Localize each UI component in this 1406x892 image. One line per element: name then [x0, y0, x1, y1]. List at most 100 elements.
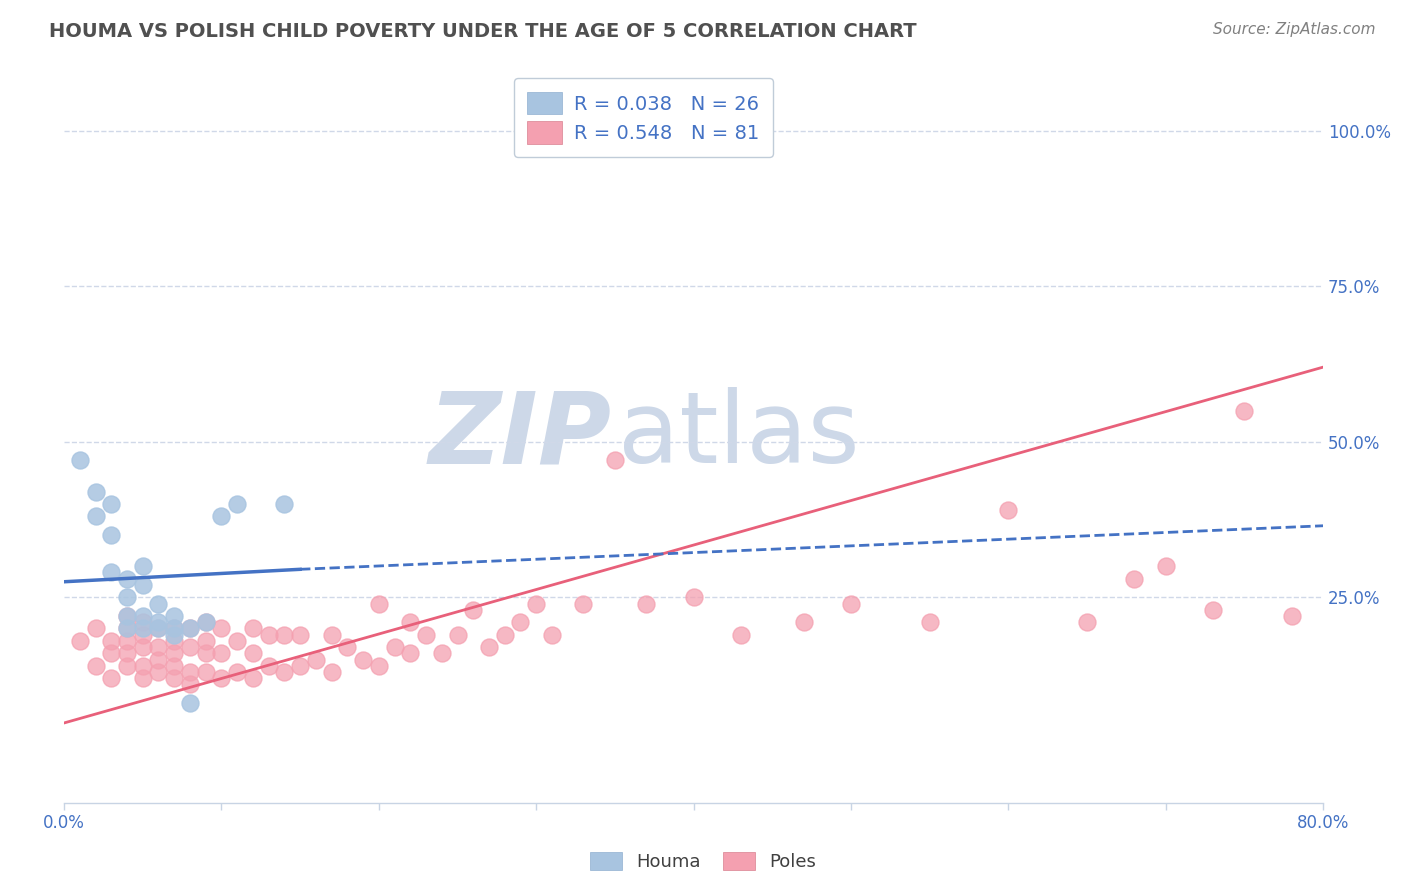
- Point: [1123, 572, 1146, 586]
- Point: [100, 566, 122, 580]
- Point: [194, 615, 217, 630]
- Point: [69, 633, 91, 648]
- Point: [336, 640, 359, 654]
- Point: [209, 646, 232, 660]
- Point: [793, 615, 815, 630]
- Point: [179, 640, 201, 654]
- Point: [997, 503, 1019, 517]
- Point: [115, 646, 138, 660]
- Point: [682, 591, 704, 605]
- Point: [367, 658, 389, 673]
- Point: [100, 646, 122, 660]
- Point: [1281, 609, 1303, 624]
- Point: [115, 591, 138, 605]
- Point: [321, 627, 343, 641]
- Point: [636, 597, 658, 611]
- Point: [179, 665, 201, 679]
- Point: [288, 627, 311, 641]
- Point: [194, 633, 217, 648]
- Point: [209, 671, 232, 685]
- Point: [226, 665, 249, 679]
- Text: HOUMA VS POLISH CHILD POVERTY UNDER THE AGE OF 5 CORRELATION CHART: HOUMA VS POLISH CHILD POVERTY UNDER THE …: [49, 22, 917, 41]
- Point: [399, 646, 422, 660]
- Point: [399, 615, 422, 630]
- Point: [132, 621, 155, 635]
- Point: [257, 627, 280, 641]
- Point: [209, 621, 232, 635]
- Point: [226, 497, 249, 511]
- Point: [226, 633, 249, 648]
- Point: [257, 658, 280, 673]
- Point: [242, 671, 264, 685]
- Point: [194, 646, 217, 660]
- Point: [148, 652, 170, 666]
- Point: [100, 633, 122, 648]
- Point: [242, 621, 264, 635]
- Point: [572, 597, 595, 611]
- Point: [273, 665, 295, 679]
- Point: [288, 658, 311, 673]
- Point: [115, 633, 138, 648]
- Point: [446, 627, 468, 641]
- Point: [100, 497, 122, 511]
- Text: ZIP: ZIP: [429, 387, 612, 484]
- Point: [163, 621, 186, 635]
- Point: [100, 671, 122, 685]
- Point: [148, 621, 170, 635]
- Point: [1076, 615, 1098, 630]
- Point: [163, 646, 186, 660]
- Point: [148, 640, 170, 654]
- Point: [132, 578, 155, 592]
- Point: [321, 665, 343, 679]
- Point: [148, 615, 170, 630]
- Point: [132, 658, 155, 673]
- Point: [84, 658, 107, 673]
- Point: [273, 627, 295, 641]
- Point: [69, 453, 91, 467]
- Point: [100, 528, 122, 542]
- Point: [352, 652, 374, 666]
- Point: [494, 627, 516, 641]
- Point: [603, 453, 626, 467]
- Point: [148, 621, 170, 635]
- Point: [430, 646, 453, 660]
- Point: [1154, 559, 1177, 574]
- Point: [1202, 603, 1225, 617]
- Point: [132, 559, 155, 574]
- Point: [163, 671, 186, 685]
- Point: [84, 621, 107, 635]
- Point: [463, 603, 485, 617]
- Point: [478, 640, 501, 654]
- Point: [163, 633, 186, 648]
- Point: [163, 609, 186, 624]
- Point: [839, 597, 862, 611]
- Point: [541, 627, 564, 641]
- Point: [115, 658, 138, 673]
- Point: [179, 621, 201, 635]
- Point: [918, 615, 941, 630]
- Point: [115, 621, 138, 635]
- Point: [132, 640, 155, 654]
- Point: [84, 509, 107, 524]
- Point: [194, 665, 217, 679]
- Point: [1233, 403, 1256, 417]
- Point: [163, 627, 186, 641]
- Legend: Houma, Poles: Houma, Poles: [582, 845, 824, 879]
- Point: [384, 640, 406, 654]
- Point: [132, 627, 155, 641]
- Point: [367, 597, 389, 611]
- Point: [273, 497, 295, 511]
- Point: [163, 621, 186, 635]
- Legend: R = 0.038   N = 26, R = 0.548   N = 81: R = 0.038 N = 26, R = 0.548 N = 81: [513, 78, 773, 157]
- Point: [84, 484, 107, 499]
- Point: [132, 615, 155, 630]
- Point: [242, 646, 264, 660]
- Point: [115, 609, 138, 624]
- Point: [115, 621, 138, 635]
- Point: [179, 696, 201, 710]
- Point: [179, 677, 201, 691]
- Point: [132, 609, 155, 624]
- Point: [209, 509, 232, 524]
- Point: [115, 609, 138, 624]
- Point: [415, 627, 437, 641]
